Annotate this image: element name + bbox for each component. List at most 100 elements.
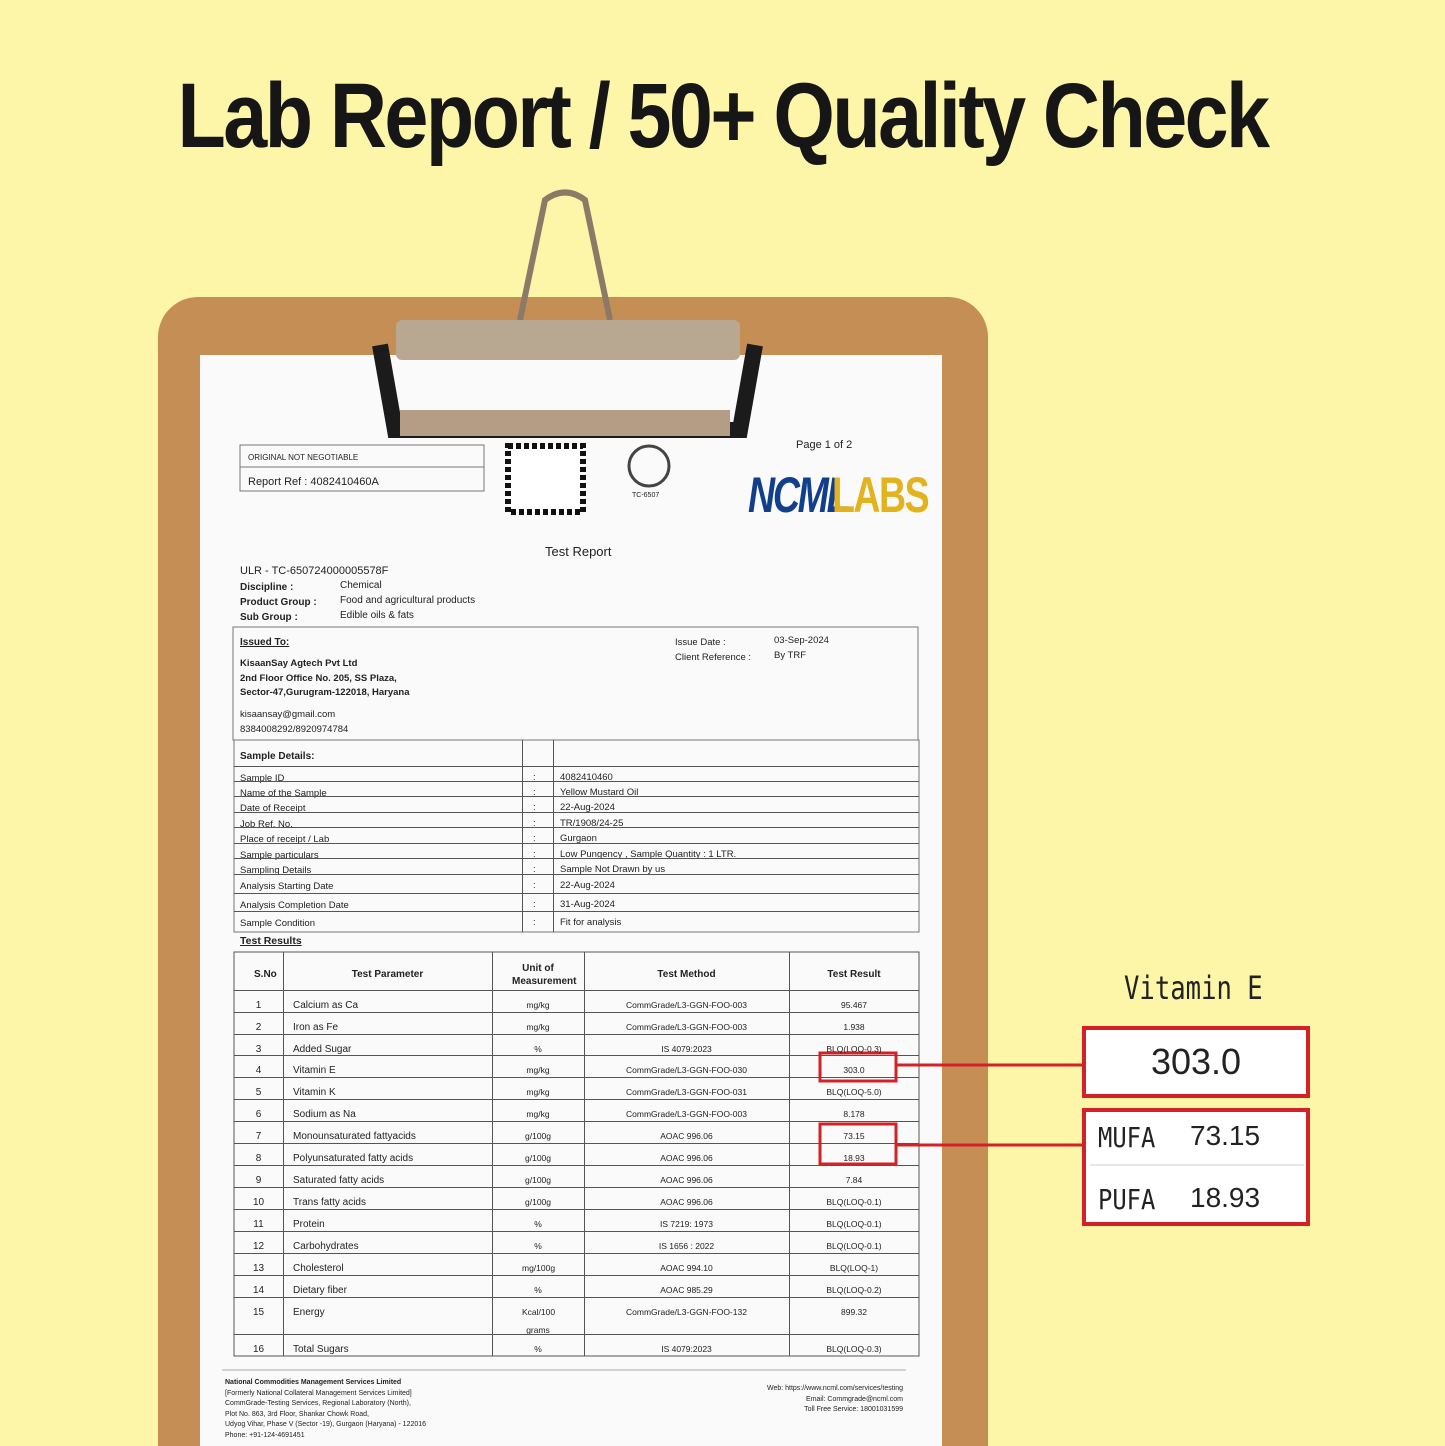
ref-box [239,444,485,492]
unit: mg/kg [526,1000,550,1010]
column-header: Unit of Measurement [512,963,577,987]
sno: 5 [255,1087,262,1098]
accreditation: TC-6507 [632,492,660,499]
sample-field: Analysis Starting Date [240,881,334,892]
meta-value: Food and agricultural products [340,595,476,606]
rule [234,1334,919,1335]
sample-colon: : [533,880,536,891]
issued-label: Issued To: [240,637,290,648]
sample-value: 22-Aug-2024 [560,802,615,813]
footer-line: [Formerly National Collateral Management… [225,1389,412,1397]
sno: 16 [252,1344,265,1355]
unit: % [534,1344,542,1354]
callout-box [1082,1026,1310,1098]
rule [234,1275,919,1276]
method: CommGrade/L3-GGN-FOO-003 [626,1000,747,1010]
callout-label: MUFA [1098,1121,1156,1154]
unit: % [534,1044,542,1054]
result: BLQ(LOQ-0.1) [826,1197,882,1207]
highlight-box [818,1051,898,1083]
sno: 8 [255,1153,262,1164]
parameter: Trans fatty acids [293,1197,366,1208]
method: AOAC 996.06 [660,1197,713,1207]
method: AOAC 985.29 [660,1285,713,1295]
rule [234,812,919,813]
method: CommGrade/L3-GGN-FOO-031 [626,1087,747,1097]
clip-top [396,320,740,360]
rule [234,1143,919,1144]
footer-line: Web: https://www.ncml.com/services/testi… [766,1385,903,1392]
rule [234,796,919,797]
report-heading: Test Report [545,544,612,559]
result: 303.0 [843,1065,865,1075]
sno: 10 [252,1197,265,1208]
rule [283,952,284,1356]
sample-field: Sample ID [240,773,285,784]
method: CommGrade/L3-GGN-FOO-003 [626,1109,747,1119]
rule [234,1165,919,1166]
address-line: kisaansay@gmail.com [240,709,336,720]
callout-value: 18.93 [1190,1182,1261,1213]
sno: 6 [255,1109,262,1120]
parameter: Cholesterol [293,1263,344,1274]
parameter: Saturated fatty acids [293,1175,385,1186]
parameter: Iron as Fe [293,1022,339,1033]
parameter: Monounsaturated fattyacids [293,1131,416,1142]
sample-colon: : [533,772,536,783]
sample-value: Yellow Mustard Oil [560,787,639,798]
accreditation-seal [627,444,671,488]
meta-value: Chemical [340,580,382,591]
sample-colon: : [533,864,536,875]
result: BLQ(LOQ-1) [829,1263,879,1273]
sample-colon: : [533,818,536,829]
rule [789,952,790,1356]
issue-label: Issue Date : [675,637,726,648]
result: 899.32 [841,1307,867,1317]
address-line: 2nd Floor Office No. 205, SS Plaza, [240,672,397,684]
meta-label: Discipline : [240,582,294,593]
issue-label: Client Reference : [675,652,752,663]
report-ref: Report Ref : 4082410460A [248,476,379,488]
sno: 7 [255,1131,262,1142]
sno: 14 [252,1285,265,1296]
sample-value: 4082410460 [560,772,613,783]
column-header: Test Parameter [351,969,424,980]
parameter: Sodium as Na [293,1109,356,1120]
rule [234,1121,919,1122]
result: BLQ(LOQ-0.3) [826,1344,882,1354]
method: IS 4079:2023 [661,1044,712,1054]
sample-field: Name of the Sample [240,788,327,799]
sample-value: 22-Aug-2024 [560,880,615,891]
meta-label: Product Group : [240,597,317,608]
address-line: Sector-47,Gurugram-122018, Haryana [240,687,410,698]
callout-box [1082,1108,1310,1226]
sno: 2 [255,1022,262,1033]
page-number: Page 1 of 2 [796,439,853,451]
column-header: Test Method [657,969,716,980]
sample-value: 31-Aug-2024 [560,899,615,910]
method: CommGrade/L3-GGN-FOO-030 [626,1065,747,1075]
rule [522,740,523,932]
unit: mg/kg [526,1022,550,1032]
unit: mg/100g [522,1263,556,1273]
result: BLQ(LOQ-5.0) [826,1087,882,1097]
column-header: S.No [254,969,277,980]
sample-value: TR/1908/24-25 [560,818,624,829]
method: IS 4079:2023 [661,1344,712,1354]
parameter: Carbohydrates [293,1241,359,1252]
footer-line: Plot No. 863, 3rd Floor, Shankar Chowk R… [225,1410,369,1418]
column-header: Test Result [827,969,881,980]
sample-field: Job Ref. No. [240,819,293,830]
issue-value: By TRF [774,650,807,661]
rule [234,781,919,782]
rule [492,952,493,1356]
unit: g/100g [525,1175,551,1185]
sample-field: Analysis Completion Date [240,900,349,911]
sample-value: Gurgaon [560,833,597,844]
parameter: Energy [293,1307,325,1318]
sno: 15 [252,1307,265,1318]
results-box [233,951,920,1357]
result: BLQ(LOQ-0.2) [826,1285,882,1295]
footer-line: National Commodities Management Services… [225,1379,402,1386]
sno: 3 [255,1044,262,1055]
